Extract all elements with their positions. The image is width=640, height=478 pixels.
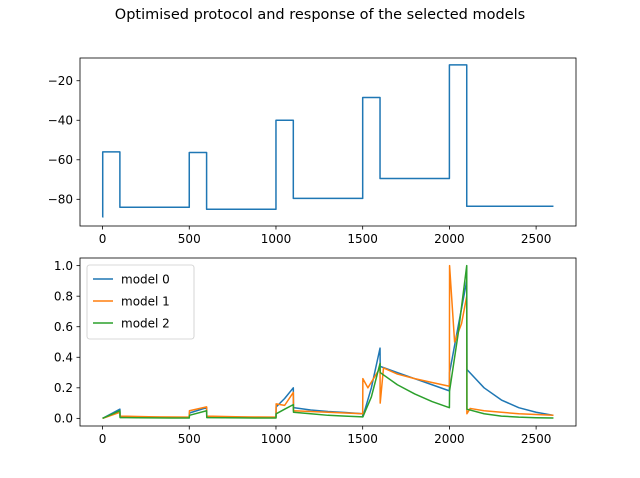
legend: model 0 model 1 model 2	[86, 264, 195, 340]
axes-frame	[79, 257, 577, 427]
y-tick-label: −20	[48, 74, 73, 88]
y-tick-label: 0.2	[54, 381, 73, 395]
x-tick-label: 1500	[347, 432, 378, 446]
y-tick-label: 0.4	[54, 351, 73, 365]
x-tick-label: 2500	[521, 232, 552, 246]
x-tick-label: 500	[178, 232, 201, 246]
x-tick-label: 1500	[347, 232, 378, 246]
x-tick-label: 2000	[434, 432, 465, 446]
x-tick-label: 0	[99, 432, 107, 446]
y-tick-label: −80	[48, 193, 73, 207]
y-tick-label: −60	[48, 153, 73, 167]
y-tick-label: 0.0	[54, 412, 73, 426]
series-line-0	[101, 64, 554, 218]
legend-frame	[86, 264, 195, 340]
figure-title: Optimised protocol and response of the s…	[114, 7, 526, 23]
x-tick-label: 2000	[434, 232, 465, 246]
x-tick-label: 2500	[521, 432, 552, 446]
x-tick-label: 1000	[261, 432, 292, 446]
y-tick-label: 0.8	[54, 289, 73, 303]
series-line-2	[102, 264, 554, 420]
legend-label: model 2	[121, 316, 170, 330]
series-group	[102, 264, 554, 420]
x-tick-label: 500	[178, 432, 201, 446]
series-group	[101, 64, 554, 218]
axes-frame	[79, 57, 577, 227]
y-tick-label: −40	[48, 114, 73, 128]
legend-label: model 1	[121, 294, 170, 308]
legend-label: model 0	[121, 272, 170, 286]
response-axes: 0 500 1000 1500 2000 2500 0.0 0.2 0.4 0.6 0.8 1.0 mo…	[54, 257, 577, 446]
y-tick-label: 0.6	[54, 320, 73, 334]
x-tick-label: 1000	[261, 232, 292, 246]
x-tick-label: 0	[99, 232, 107, 246]
protocol-axes: 0 500 1000 1500 2000 2500 −80 −60 −40 −20	[48, 57, 577, 246]
y-tick-label: 1.0	[54, 259, 73, 273]
